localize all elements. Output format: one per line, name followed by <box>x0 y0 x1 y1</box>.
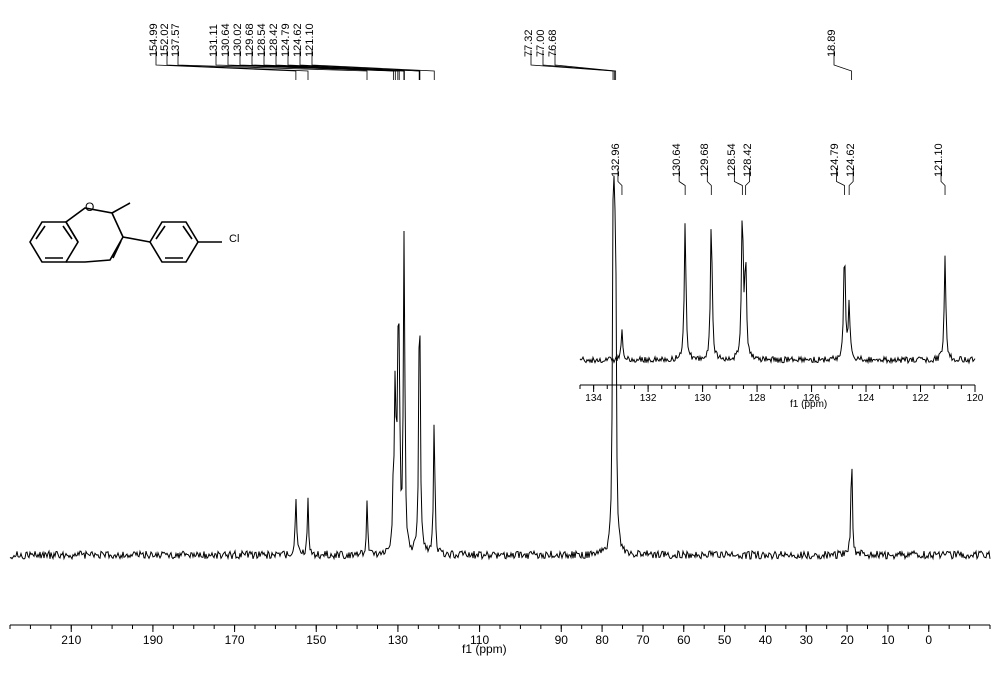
axis-tick: 190 <box>143 633 163 647</box>
inset-peak-label: 121.10 <box>933 143 945 177</box>
inset-peak-label: 130.64 <box>671 143 683 177</box>
axis-tick: 122 <box>912 393 929 404</box>
axis-tick: 10 <box>881 633 894 647</box>
inset-peak-label: 132.96 <box>610 143 622 177</box>
peak-label: 124.79 <box>280 23 292 57</box>
axis-tick: 124 <box>858 393 875 404</box>
axis-tick: 210 <box>61 633 81 647</box>
peak-label: 128.54 <box>256 23 268 57</box>
main-axis-title: f1 (ppm) <box>462 642 507 656</box>
peak-label: 76.68 <box>547 29 559 57</box>
axis-tick: 80 <box>595 633 608 647</box>
peak-label: 77.00 <box>535 29 547 57</box>
peak-label: 137.57 <box>170 23 182 57</box>
chlorine-label: Cl <box>229 233 239 245</box>
inset-peak-label: 128.42 <box>742 143 754 177</box>
inset-peak-label: 128.54 <box>726 143 738 177</box>
axis-tick: 60 <box>677 633 690 647</box>
inset-peak-label: 124.79 <box>829 143 841 177</box>
peak-label: 130.02 <box>232 23 244 57</box>
peak-label: 77.32 <box>523 29 535 57</box>
peak-label: 131.11 <box>208 24 220 57</box>
axis-tick: 134 <box>585 393 602 404</box>
peak-label: 18.89 <box>826 29 838 57</box>
axis-tick: 170 <box>225 633 245 647</box>
axis-tick: 70 <box>636 633 649 647</box>
axis-tick: 150 <box>306 633 326 647</box>
axis-tick: 128 <box>749 393 766 404</box>
peak-label: 130.64 <box>220 23 232 57</box>
svg-text:O: O <box>85 200 94 214</box>
axis-tick: 132 <box>640 393 657 404</box>
inset-axis-title: f1 (ppm) <box>790 399 827 410</box>
axis-tick: 130 <box>694 393 711 404</box>
axis-tick: 120 <box>967 393 984 404</box>
axis-tick: 0 <box>925 633 932 647</box>
peak-label: 128.42 <box>268 23 280 57</box>
inset-peak-label: 129.68 <box>699 143 711 177</box>
main-spectrum <box>0 0 1000 688</box>
axis-tick: 30 <box>800 633 813 647</box>
axis-tick: 90 <box>555 633 568 647</box>
peak-label: 129.68 <box>244 23 256 57</box>
peak-label: 121.10 <box>304 23 316 57</box>
axis-tick: 20 <box>840 633 853 647</box>
inset-peak-label: 124.62 <box>845 143 857 177</box>
axis-tick: 40 <box>759 633 772 647</box>
peak-label: 124.62 <box>292 23 304 57</box>
axis-tick: 130 <box>388 633 408 647</box>
axis-tick: 50 <box>718 633 731 647</box>
